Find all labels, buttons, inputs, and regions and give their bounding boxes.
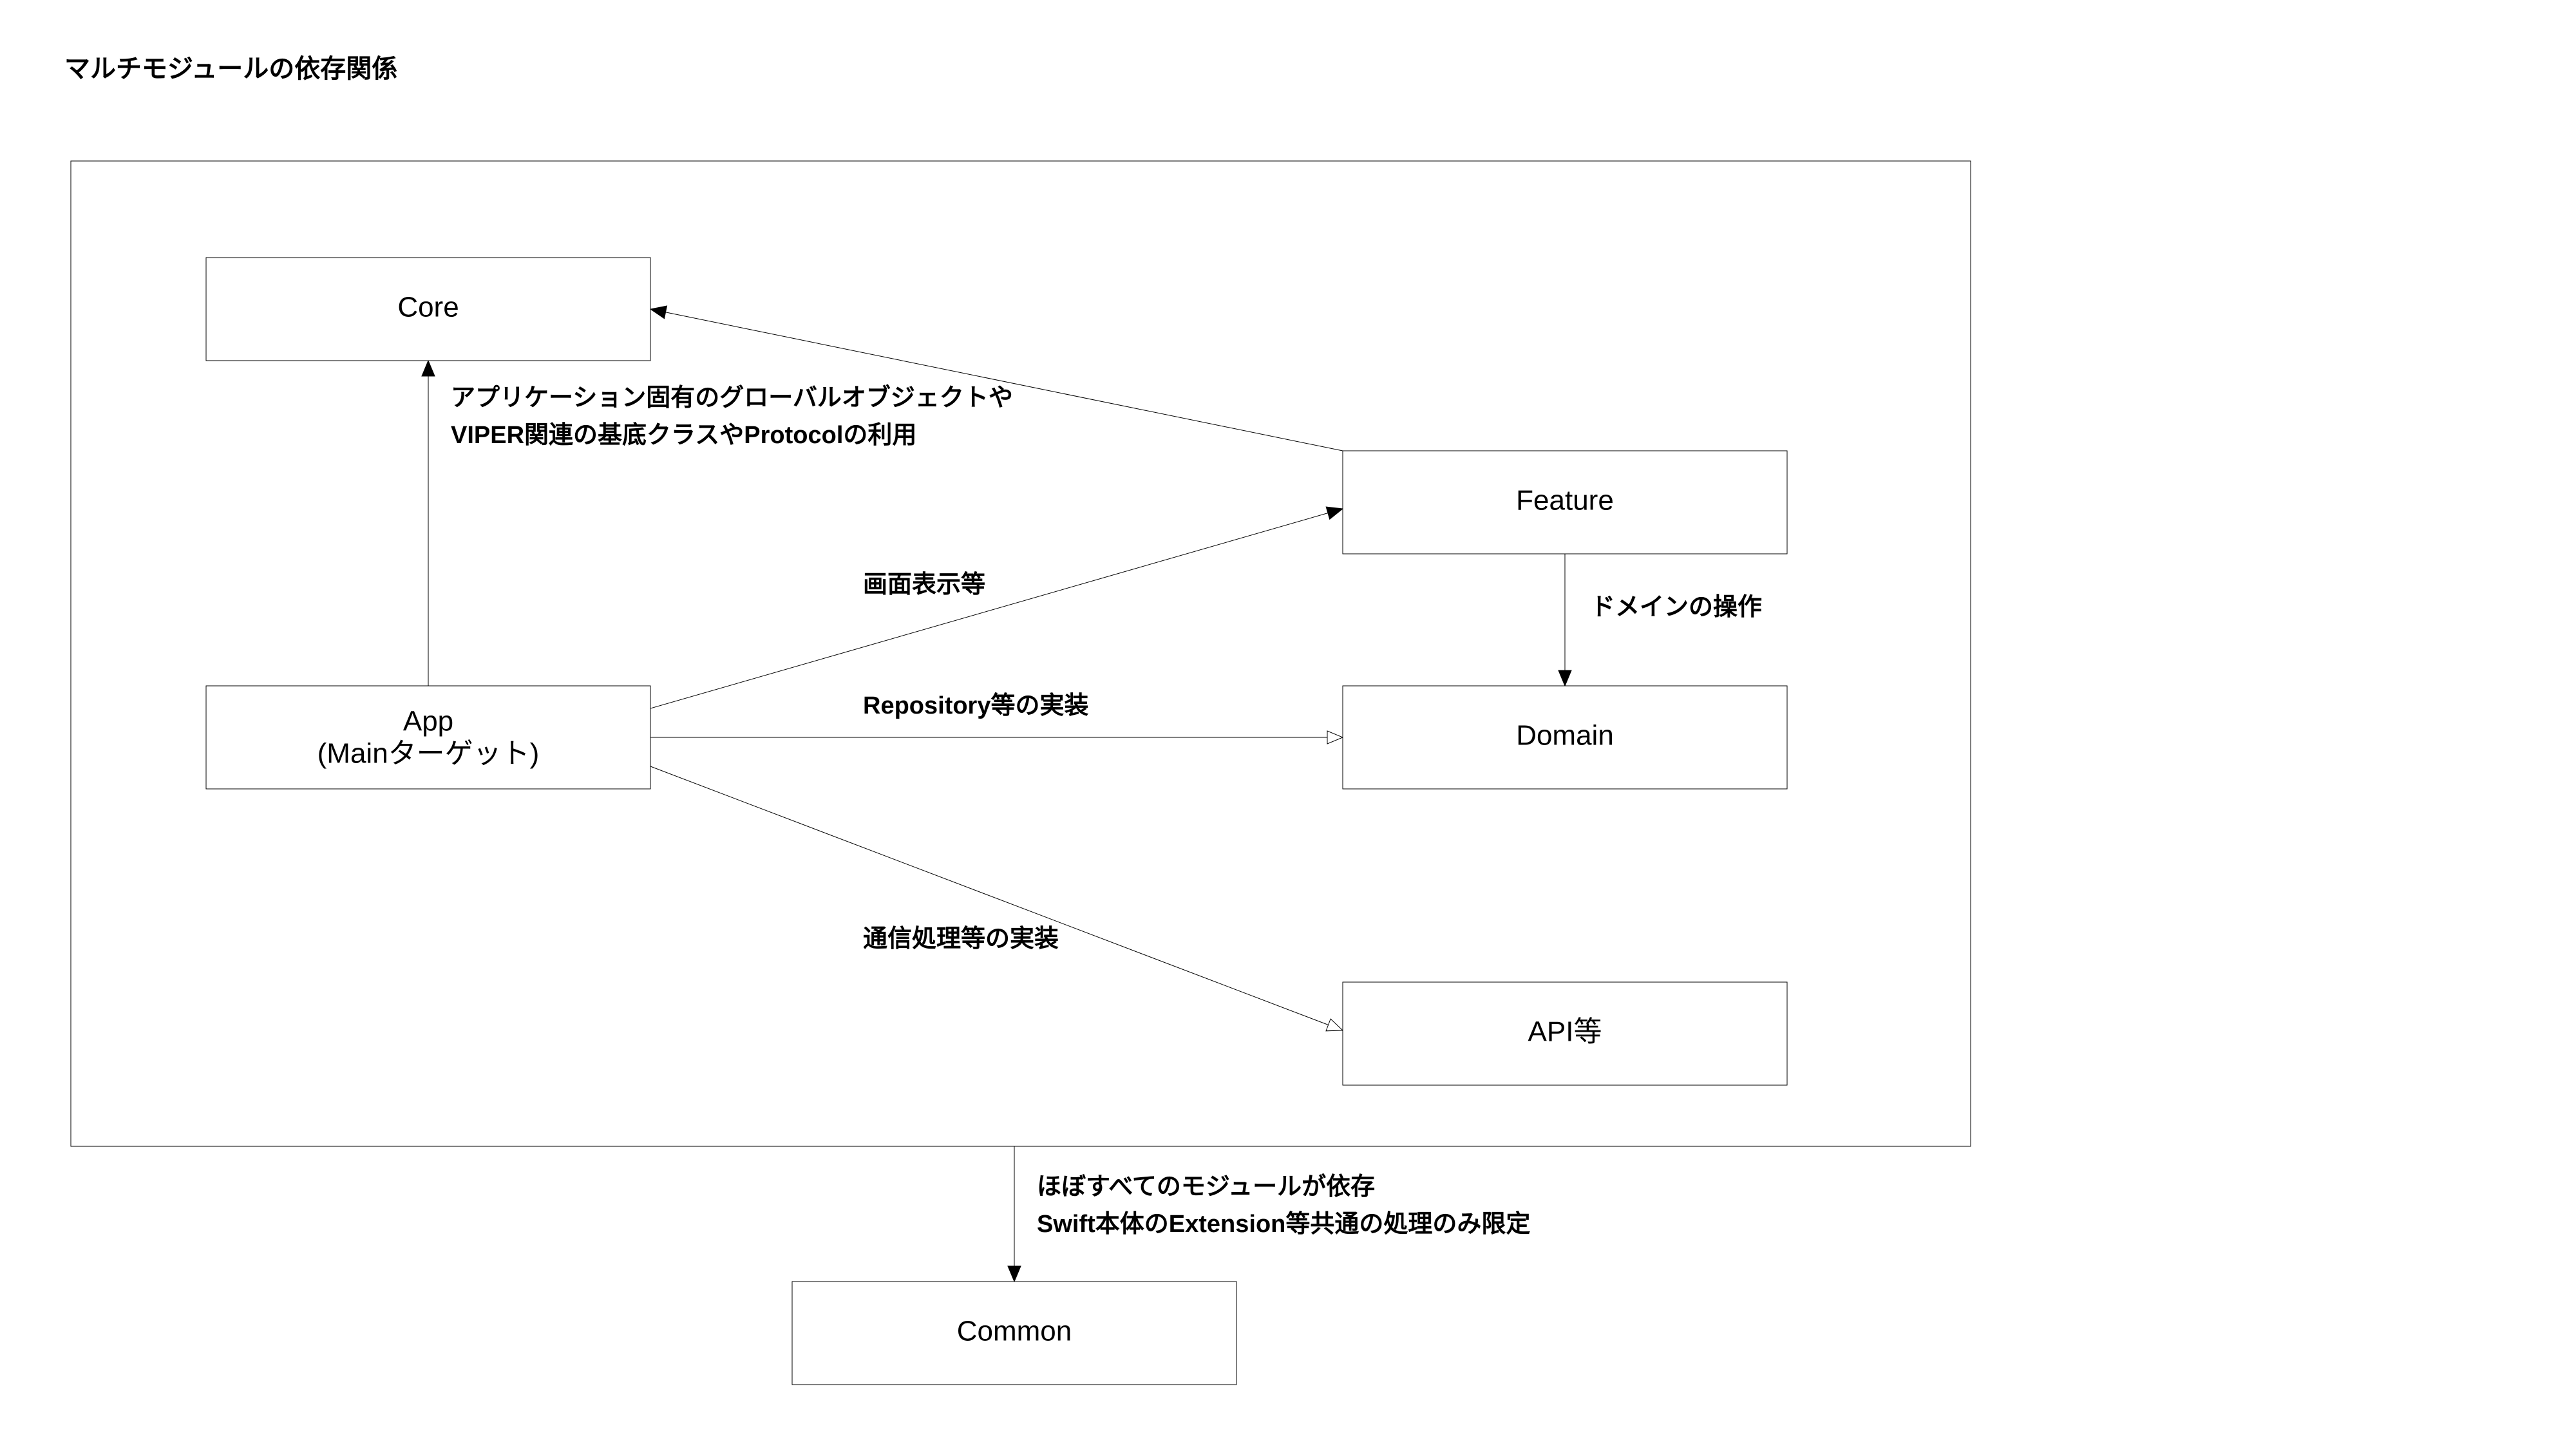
arrow-head: [1558, 670, 1571, 686]
node-app-label2: (Mainターゲット): [317, 738, 540, 770]
edge-label-common_note-line0: ほぼすべてのモジュールが依存: [1037, 1173, 1375, 1200]
edge-app_right-to-feature_left: [650, 513, 1331, 708]
edge-label-core_note-line1: VIPER関連の基底クラスやProtocolの利用: [451, 422, 916, 449]
node-domain-label: Domain: [1516, 720, 1614, 752]
edge-label-common_note-line1: Swift本体のExtension等共通の処理のみ限定: [1037, 1211, 1530, 1238]
arrow-head: [1327, 731, 1343, 744]
arrow-head: [1326, 1019, 1343, 1031]
arrow-head: [1008, 1266, 1021, 1282]
edge-label-domain_impl: Repository等の実装: [863, 692, 1088, 719]
node-api-label: API等: [1528, 1016, 1602, 1048]
arrow-head: [1326, 507, 1343, 519]
node-common-label: Common: [957, 1316, 1072, 1347]
node-app-label1: App: [403, 706, 453, 737]
edge-label-core_note-line0: アプリケーション固有のグローバルオブジェクトや: [451, 384, 1013, 412]
arrow-head: [422, 361, 435, 376]
diagram-title: マルチモジュールの依存関係: [64, 55, 397, 83]
edge-label-api_impl: 通信処理等の実装: [863, 925, 1059, 952]
node-feature-label: Feature: [1516, 485, 1614, 516]
edge-app_right-to-api_left: [650, 766, 1331, 1026]
node-core-label: Core: [397, 292, 459, 323]
edge-label-feature_use: 画面表示等: [863, 571, 985, 598]
arrow-head: [650, 306, 667, 319]
edge-label-domain_ops: ドメインの操作: [1591, 594, 1762, 621]
